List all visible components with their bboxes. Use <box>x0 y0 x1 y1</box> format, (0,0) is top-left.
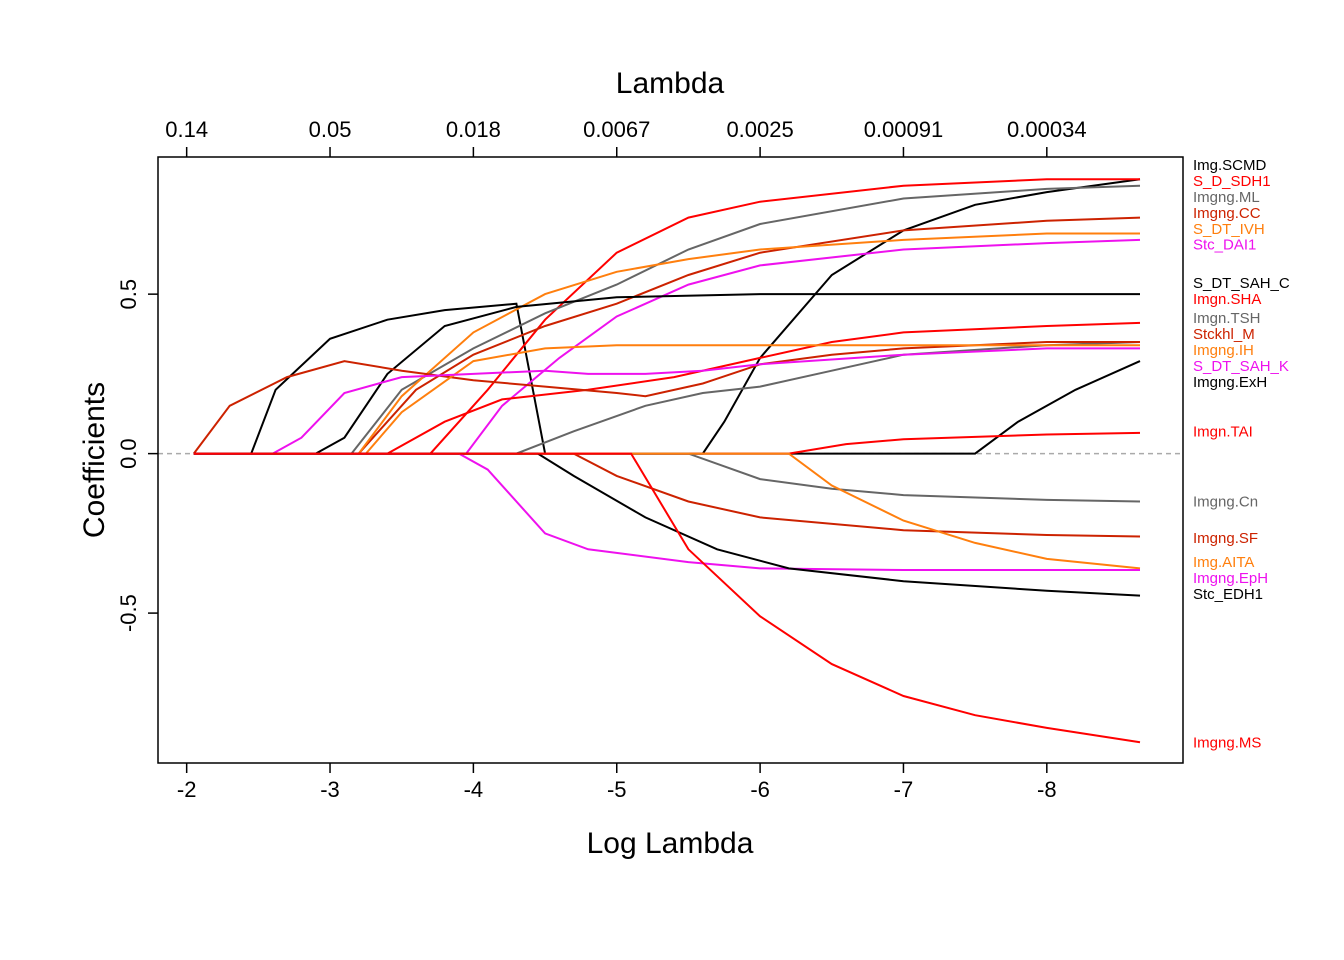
series-line-6 <box>193 293 1140 455</box>
series-label-7: Imgn.SHA <box>1193 291 1261 308</box>
series-line-16 <box>193 452 1141 570</box>
top-tick-label: 0.00034 <box>1007 117 1087 142</box>
plot-frame <box>157 156 1184 764</box>
series-label-14: Imgng.Cn <box>1193 493 1258 510</box>
series-label-13: Imgn.TAI <box>1193 423 1253 440</box>
series-line-5 <box>193 238 1141 455</box>
x-tick-label: -5 <box>607 777 627 802</box>
top-tick-label: 0.14 <box>165 117 208 142</box>
top-tick-label: 0.0025 <box>726 117 793 142</box>
series-label-15: Imgng.SF <box>1193 530 1258 547</box>
top-axis-title: Lambda <box>616 67 725 100</box>
series-line-3 <box>193 216 1141 455</box>
series-line-12 <box>193 360 1141 455</box>
top-tick-label: 0.00091 <box>864 117 944 142</box>
x-tick-label: -7 <box>894 777 914 802</box>
series-label-19: Imgng.MS <box>1193 734 1261 751</box>
series-label-9: Stckhl_M <box>1193 326 1255 343</box>
series-line-17 <box>193 452 1140 571</box>
top-tick-label: 0.018 <box>446 117 501 142</box>
x-tick-label: -4 <box>464 777 484 802</box>
x-tick-label: -8 <box>1037 777 1057 802</box>
series-label-17: Imgng.EpH <box>1193 570 1268 587</box>
series-label-0: Img.SCMD <box>1193 157 1267 174</box>
series-line-15 <box>193 452 1141 538</box>
series-line-11 <box>193 347 1140 455</box>
x-axis-title: Log Lambda <box>587 827 754 860</box>
y-axis-title: Coefficients <box>78 382 111 538</box>
x-tick-label: -2 <box>177 777 197 802</box>
top-tick-label: 0.05 <box>309 117 352 142</box>
series-line-9 <box>193 341 1140 455</box>
y-tick-label: 0.0 <box>116 438 141 469</box>
series-line-1 <box>193 178 1140 455</box>
x-tick-label: -3 <box>320 777 340 802</box>
series-line-7 <box>193 321 1141 455</box>
series-label-3: Imgng.CC <box>1193 205 1261 222</box>
series-line-0 <box>193 178 1141 455</box>
y-tick-label: -0.5 <box>116 594 141 632</box>
series-label-8: Imgn.TSH <box>1193 310 1261 327</box>
series-line-8 <box>193 341 1141 455</box>
series-label-1: S_D_SDH1 <box>1193 173 1271 190</box>
series-label-11: S_DT_SAH_K <box>1193 358 1289 375</box>
series-label-4: S_DT_IVH <box>1193 221 1265 238</box>
series-label-16: Img.AITA <box>1193 554 1254 571</box>
series-line-2 <box>193 184 1141 455</box>
series-label-6: S_DT_SAH_C <box>1193 275 1290 292</box>
series-line-19 <box>193 452 1141 744</box>
series-line-10 <box>193 344 1140 455</box>
series-label-2: Imgng.ML <box>1193 189 1260 206</box>
series-label-5: Stc_DAI1 <box>1193 237 1256 254</box>
series-label-18: Stc_EDH1 <box>1193 586 1263 603</box>
series-label-10: Imgng.IH <box>1193 342 1254 359</box>
y-tick-label: 0.5 <box>116 279 141 310</box>
series-line-4 <box>193 232 1140 455</box>
series-label-12: Imgng.ExH <box>1193 374 1267 391</box>
series-line-18 <box>193 452 1141 597</box>
top-tick-label: 0.0067 <box>583 117 650 142</box>
x-tick-label: -6 <box>750 777 770 802</box>
